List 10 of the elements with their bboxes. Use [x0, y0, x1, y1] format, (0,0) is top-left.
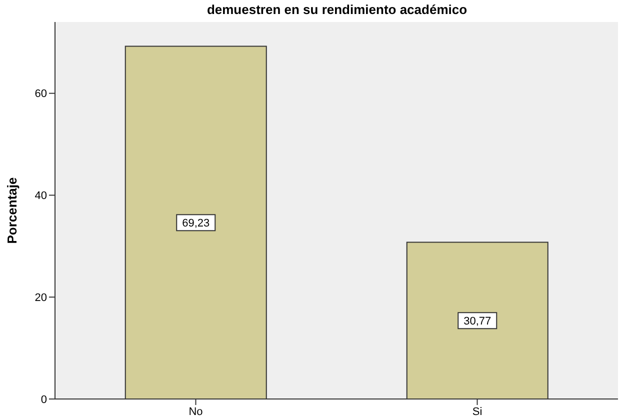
x-tick-label: No — [188, 406, 203, 416]
data-label: 69,23 — [182, 218, 210, 230]
y-axis-title: Porcentaje — [4, 177, 20, 244]
x-tick-label: Si — [472, 406, 482, 416]
y-tick-label: 40 — [34, 190, 47, 202]
y-tick-label: 0 — [40, 394, 47, 406]
y-tick-label: 60 — [34, 88, 47, 100]
data-label: 30,77 — [464, 316, 492, 328]
chart-title: demuestren en su rendimiento académico — [206, 2, 468, 17]
y-tick-label: 20 — [34, 292, 47, 304]
